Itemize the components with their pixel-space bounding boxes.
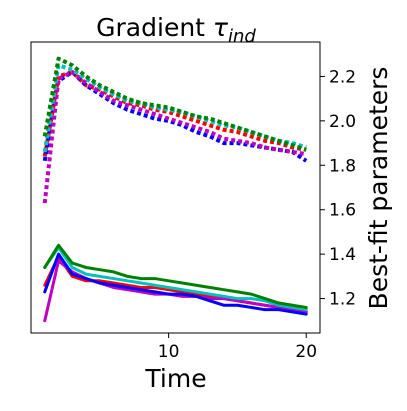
x-tick-label: 20 — [295, 342, 317, 362]
y-tick-label: 2.2 — [329, 67, 356, 87]
chart-title-subscript: ind — [228, 26, 256, 47]
y-tick-label: 2.0 — [329, 112, 356, 132]
y-tick-label: 1.8 — [329, 156, 356, 176]
series-line-5 — [42, 56, 307, 152]
y-tick-label: 1.6 — [329, 201, 356, 221]
chart-title-symbol: τ — [213, 13, 229, 42]
chart-title-main: Gradient — [96, 13, 213, 42]
series-layer — [42, 56, 308, 323]
y-axis-label: Best-fit parameters — [364, 67, 393, 310]
series-line-6 — [43, 254, 308, 314]
x-axis-label: Time — [144, 364, 206, 393]
series-line-8 — [43, 252, 308, 316]
chart-title: Gradient τind — [96, 13, 256, 47]
x-tick-label: 10 — [158, 342, 180, 362]
series-line-10 — [43, 243, 308, 309]
series-line-3 — [42, 69, 307, 204]
y-axis: 1.2 1.4 1.6 1.8 2.0 2.2 — [320, 67, 356, 310]
series-line-9 — [43, 245, 308, 312]
x-axis: 10 20 — [158, 333, 317, 362]
y-tick-label: 1.4 — [329, 245, 356, 265]
plot-frame — [30, 41, 321, 334]
y-tick-label: 1.2 — [329, 290, 356, 310]
